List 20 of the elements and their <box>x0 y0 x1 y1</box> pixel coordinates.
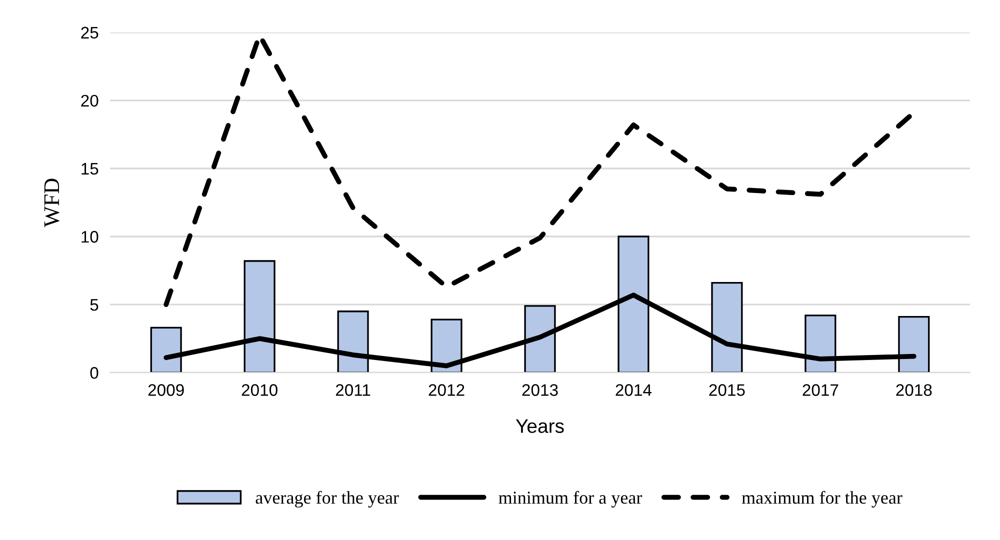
legend-label: minimum for a year <box>498 490 642 508</box>
x-tick-label: 2010 <box>242 384 278 396</box>
x-tick-label: 2009 <box>148 384 184 396</box>
y-tick-label: 15 <box>82 163 98 175</box>
y-tick-label: 0 <box>90 367 98 379</box>
x-tick-label: 2013 <box>522 384 558 396</box>
y-tick-label: 5 <box>90 299 98 311</box>
y-tick-label: 20 <box>81 94 98 107</box>
legend-label: average for the year <box>256 490 399 508</box>
x-tick-label: 2017 <box>802 384 838 396</box>
legend-label: maximum for the year <box>742 490 902 508</box>
y-tick-label: 10 <box>82 230 98 243</box>
y-axis-title: WFD <box>44 178 60 228</box>
y-tick-label: 25 <box>81 26 98 39</box>
x-tick-label: 2018 <box>896 384 932 396</box>
x-tick-label: 2015 <box>709 384 745 396</box>
x-tick-label: 2014 <box>616 384 652 396</box>
x-tick-label: 2012 <box>428 384 464 396</box>
x-axis-title: Years <box>516 419 564 433</box>
x-tick-label: 2011 <box>336 384 370 396</box>
